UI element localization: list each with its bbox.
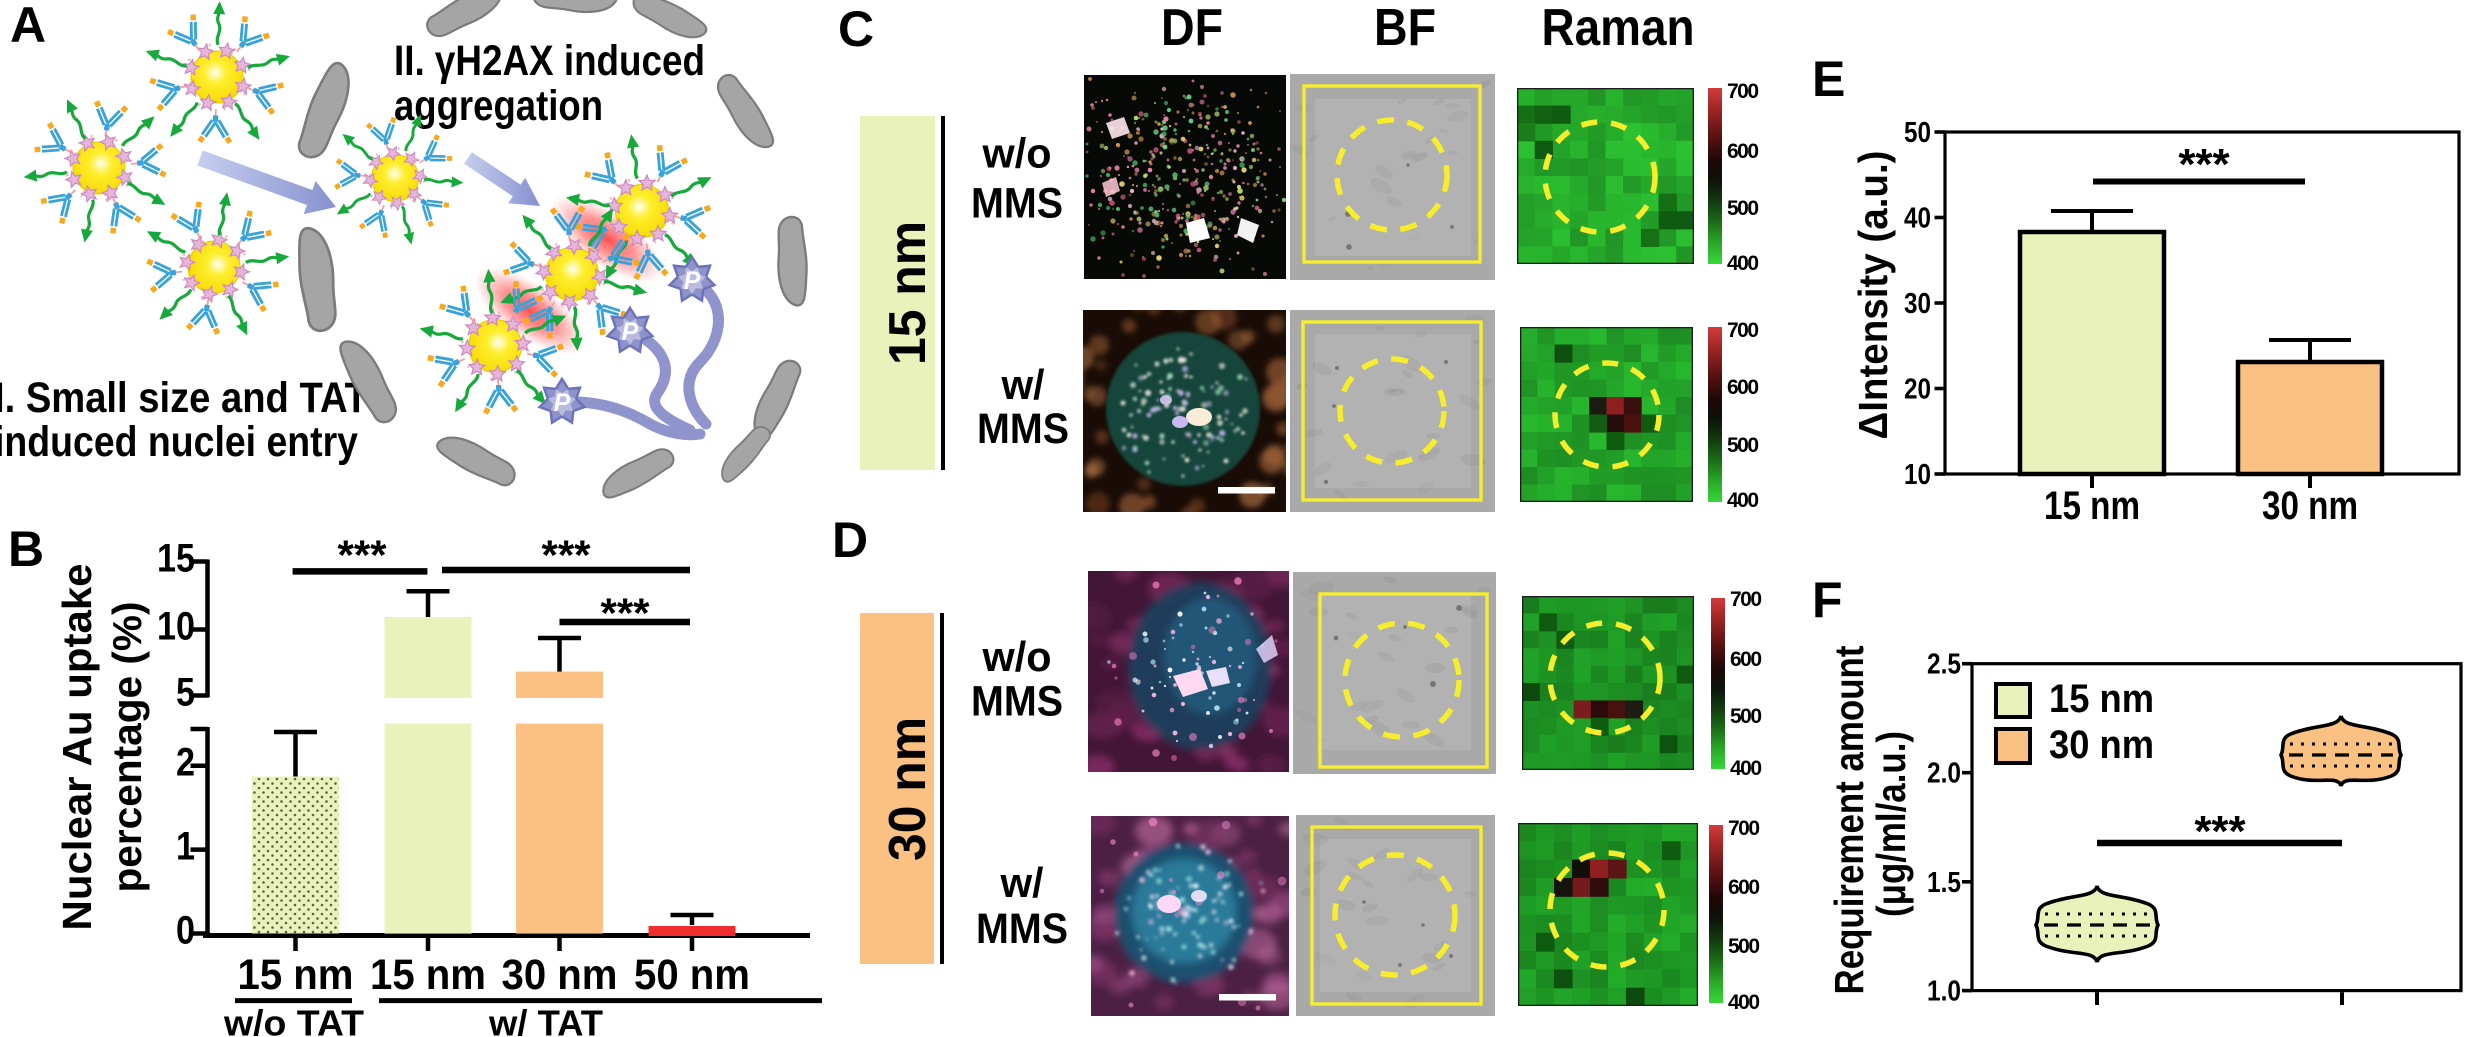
svg-text:MMS: MMS — [976, 905, 1068, 953]
svg-text:MMS: MMS — [971, 678, 1063, 726]
svg-text:D: D — [832, 512, 868, 568]
svg-text:10: 10 — [157, 605, 195, 649]
svg-text:w/ TAT: w/ TAT — [488, 1003, 603, 1037]
svg-text:I. Small size and TAT: I. Small size and TAT — [0, 374, 368, 422]
svg-text:2: 2 — [176, 741, 195, 785]
svg-text:DF: DF — [1161, 0, 1223, 57]
svg-text:10: 10 — [1904, 459, 1931, 491]
svg-text:A: A — [10, 0, 46, 53]
svg-text:w/: w/ — [1001, 361, 1045, 408]
svg-text:15: 15 — [157, 537, 195, 581]
svg-text:E: E — [1812, 51, 1845, 107]
svg-text:5: 5 — [176, 671, 195, 715]
svg-text:percentage (%): percentage (%) — [104, 602, 150, 893]
svg-text:w/o: w/o — [982, 130, 1052, 177]
svg-text:15 nm: 15 nm — [238, 951, 354, 999]
svg-text:w/o TAT: w/o TAT — [223, 1003, 364, 1037]
svg-text:w/o: w/o — [982, 633, 1052, 680]
svg-text:1.5: 1.5 — [1927, 867, 1961, 899]
svg-text:Nuclear Au uptake: Nuclear Au uptake — [54, 564, 100, 931]
svg-text:C: C — [838, 1, 874, 57]
svg-text:30: 30 — [1904, 288, 1931, 320]
svg-text:***: *** — [541, 532, 591, 579]
svg-text:30 nm: 30 nm — [2049, 723, 2154, 767]
svg-text:50: 50 — [1904, 117, 1931, 149]
svg-text:(μg/ml/a.u.): (μg/ml/a.u.) — [1868, 731, 1914, 917]
svg-text:***: *** — [337, 532, 387, 579]
svg-text:F: F — [1812, 572, 1843, 628]
svg-text:***: *** — [2194, 807, 2246, 856]
svg-text:aggregation: aggregation — [394, 82, 603, 130]
svg-text:MMS: MMS — [971, 179, 1063, 227]
svg-text:15 nm: 15 nm — [370, 951, 486, 999]
svg-text:40: 40 — [1904, 203, 1931, 235]
svg-text:30 nm: 30 nm — [879, 717, 937, 861]
svg-text:15 nm: 15 nm — [2049, 677, 2154, 721]
svg-text:***: *** — [2178, 140, 2230, 189]
svg-text:30 nm: 30 nm — [2262, 484, 2358, 528]
svg-text:1.0: 1.0 — [1927, 976, 1961, 1008]
svg-text:w/: w/ — [1000, 859, 1044, 906]
svg-text:50 nm: 50 nm — [634, 951, 750, 999]
svg-text:2.5: 2.5 — [1927, 649, 1961, 681]
svg-text:***: *** — [600, 590, 650, 637]
svg-text:II. γH2AX induced: II. γH2AX induced — [394, 37, 705, 85]
svg-text:15 nm: 15 nm — [2044, 484, 2140, 528]
svg-text:15 nm: 15 nm — [879, 221, 937, 365]
svg-text:Raman: Raman — [1542, 0, 1695, 57]
svg-text:30 nm: 30 nm — [502, 951, 618, 999]
svg-text:1: 1 — [176, 825, 195, 869]
svg-text:2.0: 2.0 — [1927, 758, 1961, 790]
svg-text:MMS: MMS — [977, 405, 1069, 453]
svg-text:induced nuclei entry: induced nuclei entry — [0, 418, 358, 466]
svg-text:Requirement amount: Requirement amount — [1826, 645, 1872, 994]
svg-text:20: 20 — [1904, 374, 1931, 406]
svg-text:B: B — [8, 521, 44, 577]
svg-text:0: 0 — [176, 909, 195, 953]
svg-text:BF: BF — [1374, 0, 1436, 57]
svg-text:ΔIntensity (a.u.): ΔIntensity (a.u.) — [1850, 151, 1896, 440]
